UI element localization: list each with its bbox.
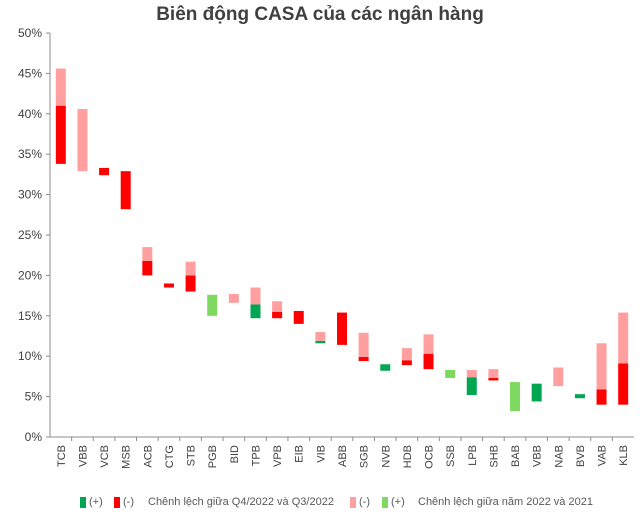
y-tick-label: 50% xyxy=(18,26,42,40)
bar-q4-vpb xyxy=(272,311,283,319)
x-tick-label: VBB xyxy=(77,445,89,467)
bar-q4-hdb xyxy=(401,360,412,366)
y-tick-label: 30% xyxy=(18,188,42,202)
bar-q4-bvb xyxy=(574,394,585,399)
x-tick-label: ACB xyxy=(142,445,154,468)
legend-year-plus: (+) xyxy=(382,496,411,508)
bar-year-tcb xyxy=(55,68,66,106)
bar-q4-acb xyxy=(142,260,153,276)
x-tick-label: VCB xyxy=(99,445,111,468)
bar-year-hdb xyxy=(401,348,412,361)
bar-year-sgb xyxy=(358,332,369,358)
bar-q4-msb xyxy=(120,171,131,210)
bar-year-pgb xyxy=(207,294,218,316)
bar-q4-ocb xyxy=(423,353,434,370)
bar-q4-vbb xyxy=(531,383,542,402)
bar-year-tpb xyxy=(250,287,261,305)
bar-year-klb xyxy=(618,312,629,364)
y-tick-label: 45% xyxy=(18,66,42,80)
bar-q4-sgb xyxy=(358,357,369,362)
legend-year-text: Chênh lệch giữa năm 2022 và 2021 xyxy=(418,496,599,508)
bar-year-nab xyxy=(553,367,564,387)
bar-q4-abb xyxy=(337,312,347,345)
x-tick-label: OCB xyxy=(424,445,436,469)
x-tick-label: PGB xyxy=(207,445,219,468)
legend-swatch-year-minus xyxy=(350,496,356,508)
x-tick-label: SGB xyxy=(359,445,371,468)
bar-year-bab xyxy=(510,382,521,412)
x-tick-label: SSB xyxy=(445,445,457,467)
legend-swatch-year-plus xyxy=(382,496,388,508)
x-tick-label: HDB xyxy=(402,445,414,468)
bar-q4-stb xyxy=(185,275,196,292)
x-tick-label: MSB xyxy=(121,445,133,469)
x-tick-label: KLB xyxy=(618,445,630,466)
bar-q4-nvb xyxy=(380,364,391,371)
x-tick-label: LPB xyxy=(467,445,479,466)
y-tick-label: 0% xyxy=(25,430,43,444)
bar-year-lpb xyxy=(466,369,477,378)
x-tick-label: VIB xyxy=(315,445,327,463)
y-tick-label: 40% xyxy=(18,107,42,121)
legend-year-minus-label: (-) xyxy=(359,496,370,508)
x-tick-label: STB xyxy=(186,445,198,466)
x-tick-label: VAB xyxy=(597,445,609,466)
legend-swatch-q4-minus xyxy=(114,496,120,508)
bar-year-stb xyxy=(185,261,196,276)
x-tick-label: TPB xyxy=(250,445,262,466)
x-tick-label: BAB xyxy=(510,445,522,467)
bar-year-ocb xyxy=(423,334,434,354)
y-tick-label: 25% xyxy=(18,228,42,242)
bar-q4-vab xyxy=(596,389,607,405)
bar-year-vbb xyxy=(77,108,88,172)
x-tick-label: EIB xyxy=(294,445,306,463)
x-tick-label: BID xyxy=(229,445,241,463)
casa-chart: 0% 5% 10% 15% 20% 25% 30% 35% 40% 45% 50% TCB VBB VCB… xyxy=(18,26,634,469)
x-tick-label: NVB xyxy=(380,445,392,468)
legend-q4-minus-label: (-) xyxy=(123,496,134,508)
y-tick-label: 35% xyxy=(18,147,42,161)
bar-year-shb xyxy=(488,369,499,379)
legend-year-plus-label: (+) xyxy=(391,496,405,508)
bar-year-acb xyxy=(142,247,153,261)
y-tick-label: 15% xyxy=(18,309,42,323)
legend-q4-plus-label: (+) xyxy=(89,496,103,508)
legend-year-minus: (-) xyxy=(350,496,376,508)
bar-q4-vib xyxy=(315,340,326,344)
x-tick-label: TCB xyxy=(56,445,68,467)
x-tick-label: CTG xyxy=(164,445,176,468)
x-tick-label: VPB xyxy=(272,445,284,467)
x-tick-label: VBB xyxy=(532,445,544,467)
legend: (+) (-) Chênh lệch giữa Q4/2022 và Q3/20… xyxy=(0,492,640,516)
legend-q4-text: Chênh lệch giữa Q4/2022 và Q3/2022 xyxy=(148,496,340,508)
bar-year-vib xyxy=(315,331,326,341)
bar-q4-lpb xyxy=(466,377,477,395)
bar-year-vpb xyxy=(272,301,283,312)
x-tick-label: SHB xyxy=(488,445,500,468)
legend-swatch-q4-plus xyxy=(80,496,86,508)
y-tick-label: 10% xyxy=(18,349,42,363)
y-tick-label: 5% xyxy=(25,390,43,404)
legend-q4-minus: (-) xyxy=(114,496,140,508)
y-tick-label: 20% xyxy=(18,268,42,282)
bar-q4-tpb xyxy=(250,304,261,319)
bar-q4-tcb xyxy=(55,105,66,164)
bar-q4-ctg xyxy=(163,283,174,288)
bar-year-ssb xyxy=(445,369,456,379)
bar-year-vab xyxy=(596,343,607,390)
legend-q4-plus: (+) xyxy=(80,496,109,508)
bar-q4-klb xyxy=(618,363,629,405)
legend-q4-series-label: Chênh lệch giữa Q4/2022 và Q3/2022 xyxy=(148,496,334,508)
x-tick-label: ABB xyxy=(337,445,349,467)
chart-title: Biên động CASA của các ngân hàng xyxy=(156,4,484,25)
bar-q4-vcb xyxy=(99,167,110,176)
x-tick-label: NAB xyxy=(553,445,565,468)
bar-q4-shb xyxy=(488,378,499,381)
bar-year-bid xyxy=(228,293,239,303)
bar-q4-eib xyxy=(293,310,304,324)
legend-year-series-label: Chênh lệch giữa năm 2022 và 2021 xyxy=(418,496,593,508)
x-tick-label: BVB xyxy=(575,445,587,467)
